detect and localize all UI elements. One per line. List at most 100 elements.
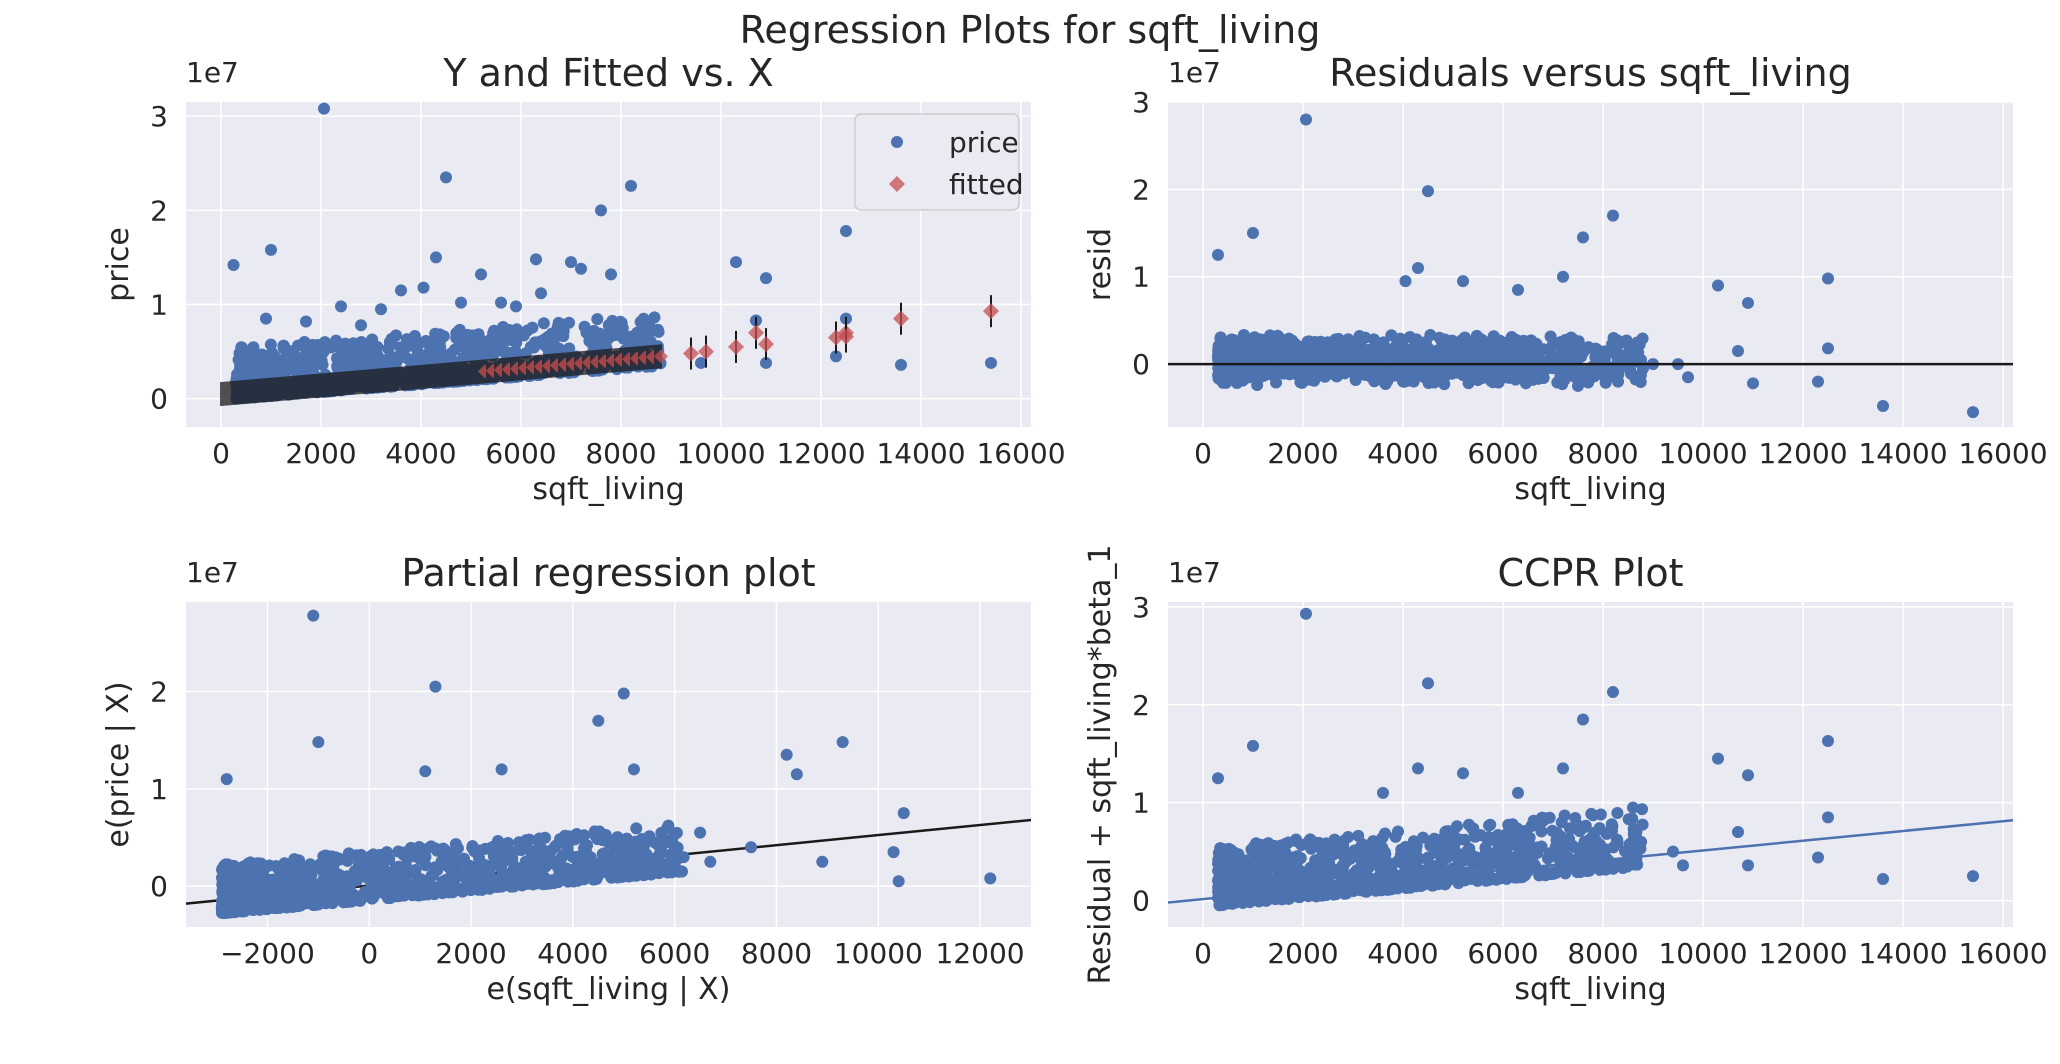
data-point [1812,375,1824,388]
data-point [630,822,643,835]
data-point [1212,864,1225,877]
data-point [1510,839,1523,852]
x-axis-label: sqft_living [532,472,684,507]
data-point [1298,872,1311,885]
data-point [397,848,410,861]
data-point [595,204,607,217]
x-tick-label: 12000 [776,437,865,470]
x-tick-label: 2000 [435,937,506,970]
data-point [1279,846,1292,859]
data-point [830,350,842,363]
data-point [539,831,552,844]
x-tick-label: 6000 [1467,937,1538,970]
data-point [648,836,661,849]
data-point [1424,839,1437,852]
data-point [578,320,591,333]
data-point [836,736,849,749]
data-point [282,351,295,364]
data-point [1343,365,1356,378]
data-point [277,341,290,354]
data-point [239,897,252,910]
data-point [384,892,397,905]
data-point [1440,825,1453,838]
data-point [608,864,621,877]
data-point [816,855,829,868]
data-point [1450,820,1463,833]
data-point [670,862,683,875]
x-tick-label: 4000 [537,937,608,970]
data-point [1213,364,1226,377]
data-point [399,859,412,872]
data-point [1509,862,1522,875]
data-point [266,893,279,906]
data-point [1420,876,1433,889]
data-point [367,339,380,352]
data-point [1620,334,1633,347]
y-tick-label: 3 [150,100,168,133]
data-point [1212,248,1224,261]
data-point [366,891,379,904]
data-point [1402,876,1415,889]
data-point [335,300,347,313]
data-point [1518,341,1531,354]
data-point [1465,872,1478,885]
data-point [650,866,663,879]
data-point [354,848,367,861]
y-axis-label: price [101,227,136,302]
data-point [278,857,291,870]
data-point [1397,340,1410,353]
data-point [1376,831,1389,844]
data-point [325,850,338,863]
data-point [1403,844,1416,857]
data-point [1399,275,1412,288]
data-point [1565,822,1578,835]
x-tick-label: 14000 [876,437,965,470]
data-point [1445,344,1458,357]
x-tick-label: 10000 [1658,937,1747,970]
data-point [385,351,398,364]
data-point [1361,871,1374,884]
data-point [413,889,426,902]
data-point [1437,863,1450,876]
data-point [375,303,387,316]
data-point [1237,868,1250,881]
legend-label: price [949,126,1019,159]
data-point [1458,331,1471,344]
x-tick-label: 6000 [1467,437,1538,470]
data-point [760,272,772,285]
data-point [335,869,348,882]
data-point [638,869,651,882]
data-point [1530,844,1543,857]
data-point [419,765,432,778]
fitted-point [728,338,744,355]
data-point [356,350,369,363]
data-point [1358,368,1371,381]
data-point [506,846,519,859]
data-layer [185,609,1032,920]
data-point [415,845,428,858]
data-point [1282,892,1295,905]
data-point [521,324,534,337]
data-point [1467,822,1480,835]
data-point [581,852,594,865]
data-point [325,341,338,354]
data-point [353,340,366,353]
data-point [642,327,655,340]
data-point [1512,283,1524,296]
data-point [1362,861,1375,874]
data-point [265,243,277,256]
fitted-point [683,345,699,362]
data-point [583,335,596,348]
data-point [242,857,255,870]
data-point [1623,343,1636,356]
data-point [268,875,281,888]
x-tick-label: 8000 [1567,437,1638,470]
data-point [302,339,315,352]
data-point [629,835,642,848]
y-tick-label: 0 [150,870,168,903]
fitted-point [698,343,714,360]
data-point [1484,832,1497,845]
data-point [1626,812,1639,825]
data-point [487,850,500,863]
data-point [1537,372,1550,385]
